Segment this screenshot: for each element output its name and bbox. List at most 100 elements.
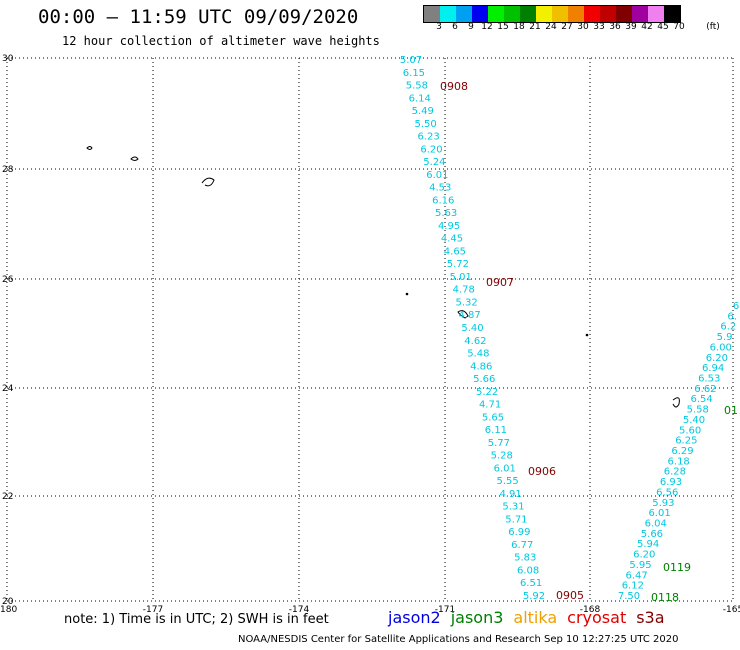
- color-scale-label: 45: [657, 22, 669, 32]
- wave-height-label: 6.01: [648, 508, 670, 519]
- map-subtitle: 12 hour collection of altimeter wave hei…: [62, 34, 380, 48]
- wave-height-label: 5.65: [482, 412, 504, 423]
- wave-height-label: 6.20: [420, 144, 442, 155]
- color-scale-label: 21: [529, 22, 541, 32]
- color-scale-label: 70: [673, 22, 685, 32]
- wave-height-label: 6.47: [626, 570, 648, 581]
- wave-height-label: 4.62: [464, 336, 486, 347]
- legend-entry: jason2: [388, 608, 441, 627]
- color-scale-label: 33: [593, 22, 605, 32]
- color-swatch: [568, 6, 584, 22]
- wave-height-label: 4.91: [499, 489, 521, 500]
- wave-height-label: 5.66: [641, 529, 663, 540]
- altimeter-track-2: 7.506.126.475.956.205.945.666.046.015.93…: [618, 301, 739, 604]
- color-swatch: [488, 6, 504, 22]
- color-swatch: [648, 6, 664, 22]
- island-outlines: [86, 146, 680, 408]
- wave-height-label: 5.83: [514, 553, 536, 564]
- y-tick-label: 26: [2, 275, 14, 285]
- wave-height-label: 5.58: [406, 81, 428, 92]
- wave-height-label: 6.23: [417, 132, 439, 143]
- wave-height-label: 6.93: [660, 477, 682, 488]
- wave-height-label: 6.28: [664, 467, 686, 478]
- wave-height-label: 4.95: [438, 221, 460, 232]
- wave-height-label: 6.11: [485, 425, 507, 436]
- color-scale-label: 15: [497, 22, 509, 32]
- wave-height-label: 5.49: [412, 106, 434, 117]
- wave-height-label: 5.55: [497, 476, 519, 487]
- color-scale-labels: 3 6 9 12 15 18 21 24 27 30 33 36 39 42 45 70 (ft): [423, 22, 731, 34]
- wave-height-label: 4.87: [458, 310, 480, 321]
- wave-height-label: 6.16: [432, 195, 454, 206]
- island-4: [457, 310, 469, 319]
- wave-height-label: 6.04: [645, 519, 667, 530]
- wave-height-label: 5.72: [447, 259, 469, 270]
- legend-entry: s3a: [636, 608, 665, 627]
- wave-height-label: 6.77: [511, 540, 533, 551]
- altimeter-track-1: 5.07 6.15 5.586.14 5.49 5.50 6.236.20 5.24 6.01…: [400, 55, 584, 602]
- wave-height-label: 6.99: [508, 527, 530, 538]
- color-swatch: [536, 6, 552, 22]
- wave-height-label: 6.12: [622, 581, 644, 592]
- color-swatch: [440, 6, 456, 22]
- color-swatch: [424, 6, 440, 22]
- wave-height-label: 5.24: [423, 157, 445, 168]
- color-scale-label: 3: [436, 22, 442, 32]
- wave-height-label: 6.53: [698, 374, 720, 385]
- wave-height-label: 5.92: [523, 591, 545, 602]
- wave-height-label: 6.01: [494, 463, 516, 474]
- x-tick-label: -174: [289, 605, 310, 615]
- wave-height-label: 5.66: [473, 374, 495, 385]
- color-swatch: [504, 6, 520, 22]
- wave-height-label: 6.14: [409, 93, 431, 104]
- wave-height-label: 6.62: [694, 384, 716, 395]
- map-tick-labels: -180 -177 -174 -171 -168 -165 30 28 26 24 22 20: [0, 54, 740, 615]
- time-label: 0119: [663, 561, 691, 574]
- wave-height-label: 6.18: [668, 456, 690, 467]
- legend-entry: jason3: [450, 608, 504, 627]
- time-label: 01: [724, 404, 738, 417]
- color-swatch: [600, 6, 616, 22]
- color-scale-label: 6: [452, 22, 458, 32]
- color-swatch: [616, 6, 632, 22]
- wave-height-label: 6.51: [520, 578, 542, 589]
- wave-height-label: 6.20: [633, 550, 655, 561]
- wave-height-label: 6.20: [706, 353, 728, 364]
- x-tick-label: -180: [0, 605, 17, 615]
- wave-height-label: 5.95: [629, 560, 651, 571]
- island-2: [130, 156, 139, 161]
- island-dot: [405, 292, 409, 296]
- wave-height-label: 6.2: [720, 322, 736, 333]
- wave-height-label: 4.86: [470, 361, 492, 372]
- wave-height-label: 5.60: [679, 425, 701, 436]
- wave-height-label: 5.9: [717, 332, 733, 343]
- color-scale-label: 24: [545, 22, 557, 32]
- wave-height-label: 5.28: [491, 451, 513, 462]
- color-scale-label: 39: [625, 22, 637, 32]
- time-label: 0118: [651, 591, 679, 604]
- credit-line: NOAA/NESDIS Center for Satellite Applica…: [238, 634, 679, 645]
- x-tick-label: -168: [580, 605, 601, 615]
- wave-height-label: 5.31: [502, 502, 524, 513]
- wave-height-label: 6.01: [426, 170, 448, 181]
- map-grid: [6, 57, 734, 602]
- color-swatch: [472, 6, 488, 22]
- wave-height-label: 4.53: [429, 183, 451, 194]
- y-tick-label: 22: [2, 492, 13, 502]
- wave-height-label: 6.15: [403, 68, 425, 79]
- wave-height-label: 6.94: [702, 363, 724, 374]
- wave-height-label: 5.40: [683, 415, 705, 426]
- y-tick-label: 20: [2, 597, 14, 607]
- wave-height-label: 5.94: [637, 539, 659, 550]
- color-scale-label: 27: [561, 22, 573, 32]
- wave-height-label: 6.54: [690, 394, 712, 405]
- wave-height-label: 4.65: [444, 246, 466, 257]
- wave-height-label: 6.25: [675, 436, 697, 447]
- color-scale-label: 30: [577, 22, 589, 32]
- color-scale-label: 42: [641, 22, 653, 32]
- wave-height-label: 5.93: [652, 498, 674, 509]
- color-swatch: [456, 6, 472, 22]
- wave-height-label: 5.77: [488, 438, 510, 449]
- wave-height-label: 6.: [727, 311, 737, 322]
- time-label: 0906: [528, 465, 556, 478]
